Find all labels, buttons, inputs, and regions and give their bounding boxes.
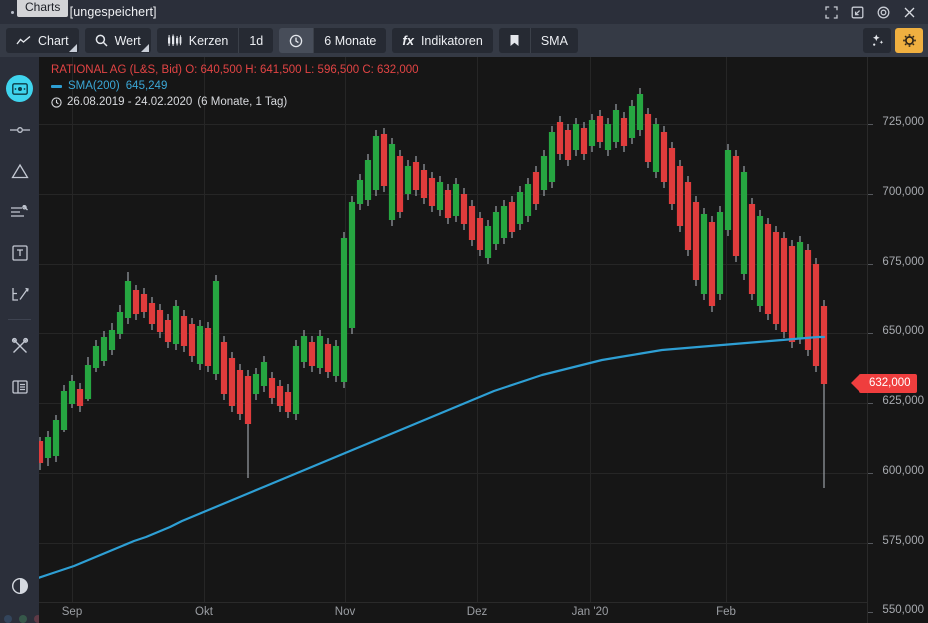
- candlestick-svg: [39, 57, 867, 602]
- crosshair-line-icon: [9, 126, 30, 133]
- sidebar-item-annotations[interactable]: [0, 191, 39, 232]
- sidebar-item-charts[interactable]: [0, 68, 39, 109]
- chevron-down-icon: [140, 44, 149, 52]
- sma-group: SMA: [498, 28, 578, 53]
- candles-button-label: Kerzen: [188, 33, 229, 48]
- range-label: 6 Monate: [324, 33, 377, 48]
- restore-down-icon[interactable]: [844, 0, 870, 24]
- price-tick-mark: [868, 194, 873, 195]
- indicators-button[interactable]: fx Indikatoren: [392, 28, 493, 53]
- sidebar-item-tools[interactable]: [0, 325, 39, 366]
- price-tick-mark: [868, 612, 873, 613]
- price-tick-label: 600,000: [882, 465, 924, 477]
- price-axis[interactable]: 725,000 700,000 675,000 650,000 625,000 600,0…: [851, 57, 928, 623]
- interval-label: 1d: [249, 33, 264, 48]
- sidebar-item-crosshair[interactable]: [0, 109, 39, 150]
- charts-tooltip: Charts: [17, 0, 69, 17]
- time-tick-label: Dez: [466, 606, 488, 618]
- price-tick-mark: [868, 543, 873, 544]
- price-tick-mark: [868, 333, 873, 334]
- fx-icon: fx: [402, 33, 414, 48]
- left-sidebar: [0, 57, 72, 623]
- text-box-icon: [11, 244, 28, 261]
- chart-button-label: Chart: [38, 33, 69, 48]
- chart-button[interactable]: Chart: [6, 28, 79, 53]
- sparkle-icon[interactable]: [863, 28, 891, 53]
- sma-bookmark-button[interactable]: [498, 28, 530, 53]
- sidebar-item-draw[interactable]: [0, 273, 39, 314]
- price-tick-mark: [868, 473, 873, 474]
- theme-toggle-button[interactable]: [0, 571, 39, 601]
- contrast-half-circle-icon: [11, 577, 28, 595]
- sidebar-divider: [8, 319, 31, 320]
- price-tick-label: 550,000: [882, 604, 924, 616]
- sma-button[interactable]: SMA: [529, 28, 578, 53]
- close-icon[interactable]: [896, 0, 922, 24]
- sma-label: SMA: [540, 33, 568, 48]
- range-clock-button[interactable]: [279, 28, 314, 53]
- window-controls: [818, 0, 928, 24]
- price-tick-label: 675,000: [882, 256, 924, 268]
- main-toolbar: Chart Wert Kerzen 1d: [0, 24, 928, 57]
- time-tick-label: Sep: [61, 606, 83, 618]
- window-title-bar: Chart [ungespeichert]: [0, 0, 928, 24]
- line-chart-icon: [16, 35, 31, 45]
- sidebar-item-text[interactable]: [0, 232, 39, 273]
- sidebar-item-layout[interactable]: [0, 366, 39, 407]
- indicators-group: fx Indikatoren: [392, 28, 493, 53]
- value-button-group: Wert: [84, 28, 151, 53]
- bookmark-icon: [510, 35, 519, 46]
- sidebar-item-shapes[interactable]: [0, 150, 39, 191]
- chevron-down-icon: [68, 44, 77, 52]
- time-axis[interactable]: Sep Okt Nov Dez Jan '20 Feb: [39, 602, 867, 623]
- price-tick-mark: [868, 124, 873, 125]
- chart-panel: RATIONAL AG (L&S, Bid) O: 640,500 H: 641…: [39, 57, 928, 623]
- layout-panel-icon: [11, 379, 28, 394]
- target-icon[interactable]: [870, 0, 896, 24]
- price-tick-label: 625,000: [882, 395, 924, 407]
- price-tick-label: 700,000: [882, 186, 924, 198]
- time-tick-label: Jan '20: [571, 606, 609, 618]
- candlestick-icon: [167, 34, 182, 46]
- search-icon: [95, 34, 108, 47]
- range-group: 6 Monate: [279, 28, 387, 53]
- chart-screen-icon: [6, 75, 33, 102]
- time-tick-label: Nov: [334, 606, 356, 618]
- chart-button-group: Chart: [6, 28, 79, 53]
- fullscreen-icon[interactable]: [818, 0, 844, 24]
- clock-icon: [290, 34, 303, 47]
- price-tick-label: 725,000: [882, 116, 924, 128]
- time-tick-label: Feb: [716, 606, 736, 618]
- price-tick-label: 650,000: [882, 325, 924, 337]
- toolbar-right-actions: [863, 28, 928, 53]
- triangle-icon: [10, 163, 29, 178]
- price-tick-mark: [868, 403, 873, 404]
- price-tick-mark: [868, 264, 873, 265]
- annotation-lines-icon: [11, 204, 28, 217]
- settings-ring-icon[interactable]: [895, 28, 923, 53]
- time-tick-label: Okt: [195, 606, 213, 618]
- value-button[interactable]: Wert: [84, 28, 151, 53]
- price-tick-label: 575,000: [882, 535, 924, 547]
- candles-button[interactable]: Kerzen: [156, 28, 239, 53]
- candles-interval-group: Kerzen 1d: [156, 28, 274, 53]
- interval-button[interactable]: 1d: [238, 28, 274, 53]
- indicators-label: Indikatoren: [420, 33, 483, 48]
- last-price-badge: 632,000: [851, 373, 917, 393]
- tools-cross-icon: [11, 337, 28, 353]
- pencil-measure-icon: [11, 287, 29, 301]
- price-plot-area[interactable]: [39, 57, 867, 602]
- value-button-label: Wert: [114, 33, 141, 48]
- range-button[interactable]: 6 Monate: [313, 28, 387, 53]
